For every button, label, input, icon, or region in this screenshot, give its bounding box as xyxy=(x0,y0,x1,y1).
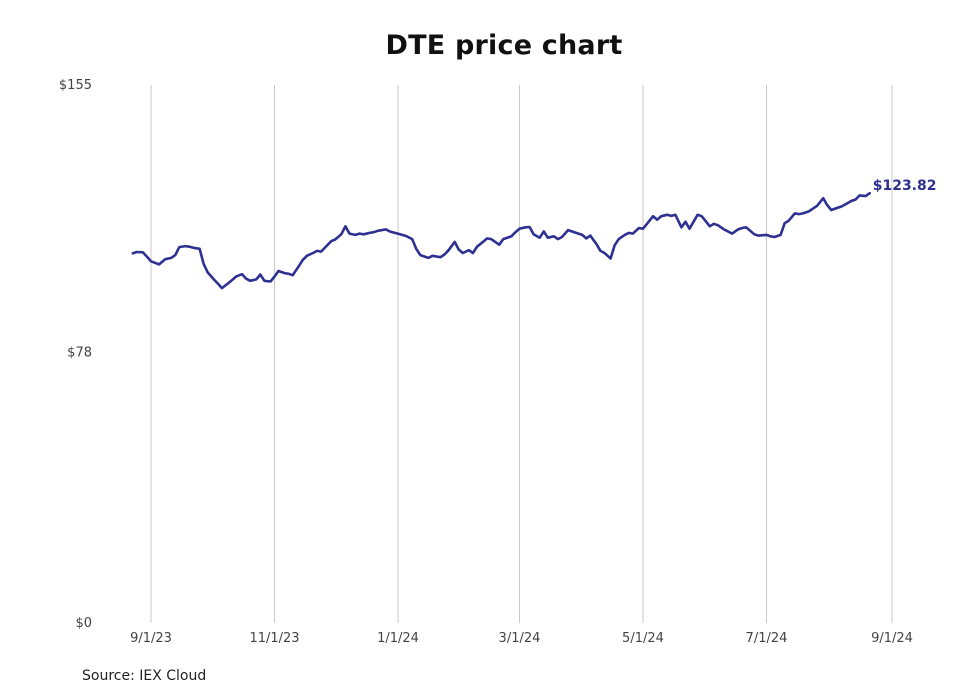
x-tick-label: 9/1/24 xyxy=(871,631,913,646)
x-tick-label: 5/1/24 xyxy=(622,631,664,646)
x-tick-label: 9/1/23 xyxy=(130,631,172,646)
y-tick-label: $78 xyxy=(67,345,92,360)
x-tick-label: 7/1/24 xyxy=(746,631,788,646)
source-note: Source: IEX Cloud xyxy=(82,668,207,684)
x-tick-label: 11/1/23 xyxy=(249,631,299,646)
price-series: $123.82 xyxy=(131,178,937,290)
price-line xyxy=(131,191,872,290)
x-axis-tick-labels: 9/1/23 11/1/23 1/1/24 3/1/24 5/1/24 7/1/24 9/1… xyxy=(130,631,913,646)
chart-title: DTE price chart xyxy=(385,30,623,61)
x-tick-label: 3/1/24 xyxy=(499,631,541,646)
vertical-gridlines xyxy=(150,85,893,623)
y-axis-tick-labels: $0 $78 $155 xyxy=(59,78,92,631)
y-tick-label: $155 xyxy=(59,78,92,93)
last-price-label: $123.82 xyxy=(873,178,937,194)
y-tick-label: $0 xyxy=(75,616,92,631)
x-tick-label: 1/1/24 xyxy=(377,631,419,646)
